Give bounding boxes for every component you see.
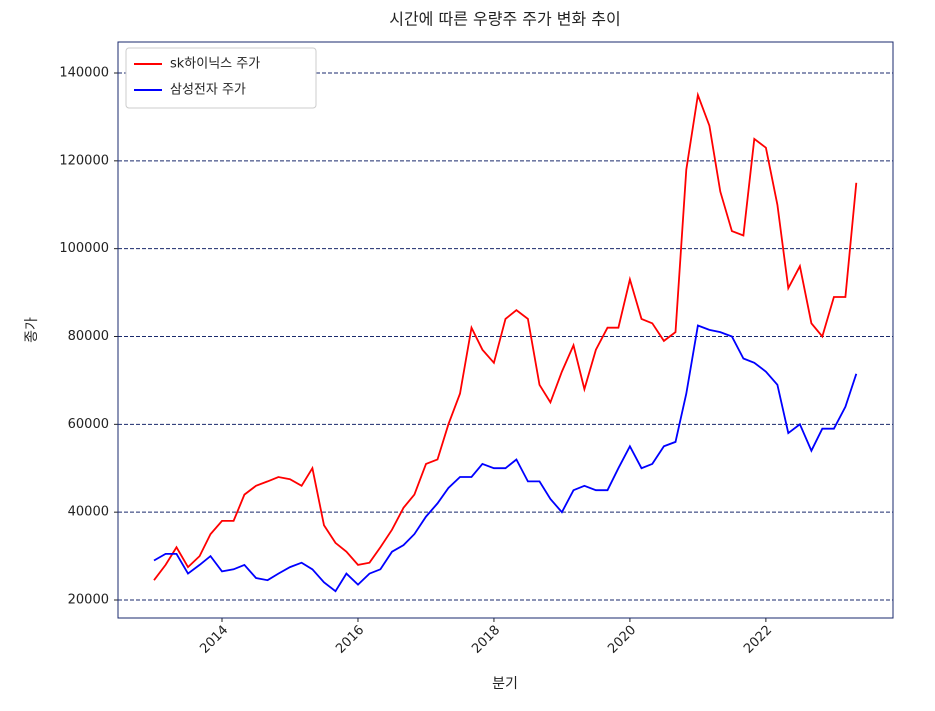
x-tick-label: 2018 [469, 623, 503, 657]
chart-title: 시간에 따른 우량주 주가 변화 추이 [389, 10, 621, 29]
legend-box [125, 47, 317, 109]
x-axis-label: 분기 [492, 676, 518, 692]
x-tick-label: 2022 [741, 623, 775, 657]
legend-label: 삼성전자 주가 [170, 83, 246, 98]
y-tick-label: 20000 [68, 592, 109, 607]
plot-frame [117, 41, 894, 619]
data-line [153, 91, 858, 581]
y-tick-label: 100000 [59, 241, 109, 256]
x-tick-label: 2020 [605, 623, 639, 657]
y-tick-label: 140000 [59, 66, 109, 81]
x-tick-label: 2016 [333, 623, 367, 657]
y-tick-label: 80000 [68, 329, 109, 344]
legend-label: sk하이닉스 주가 [170, 57, 260, 72]
y-tick-label: 120000 [59, 153, 109, 168]
data-line [153, 324, 858, 593]
y-tick-label: 40000 [68, 505, 109, 520]
y-tick-label: 60000 [68, 417, 109, 432]
x-tick-label: 2014 [197, 623, 231, 657]
y-axis-label: 종가 [24, 317, 40, 343]
